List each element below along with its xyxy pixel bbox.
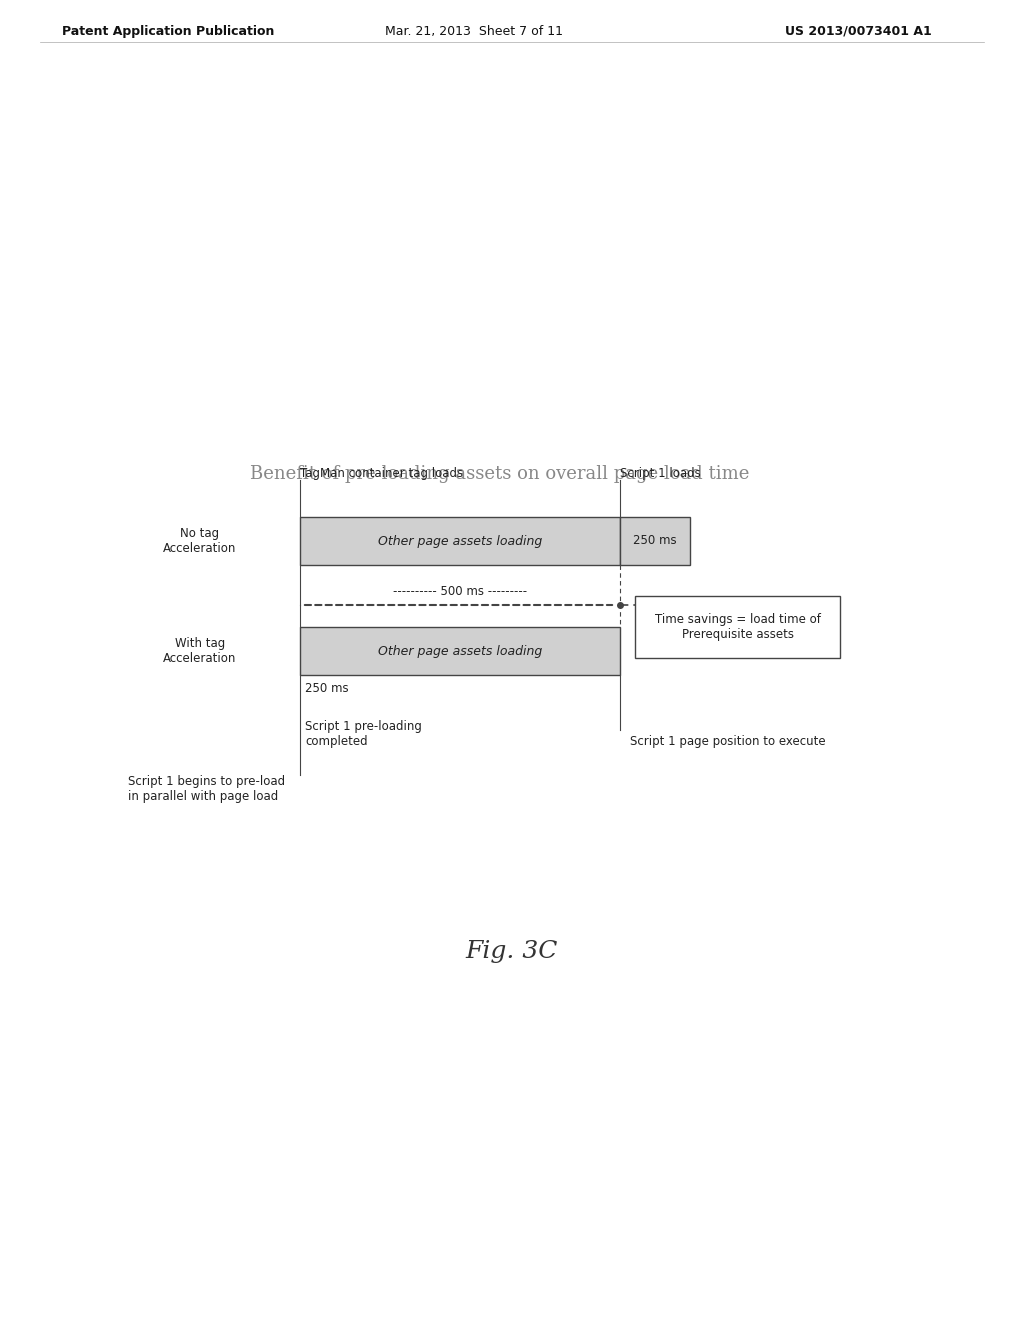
Text: 250 ms: 250 ms — [633, 535, 677, 548]
Text: Benefit of pre-loading assets on overall page load time: Benefit of pre-loading assets on overall… — [250, 465, 750, 483]
Text: No tag
Acceleration: No tag Acceleration — [163, 527, 237, 554]
Text: 250 ms: 250 ms — [305, 682, 348, 696]
Text: Mar. 21, 2013  Sheet 7 of 11: Mar. 21, 2013 Sheet 7 of 11 — [385, 25, 563, 38]
Text: ---------- 500 ms ---------: ---------- 500 ms --------- — [393, 585, 527, 598]
Text: TagMan container tag loads: TagMan container tag loads — [300, 467, 463, 480]
Bar — [300, 627, 620, 675]
Text: Time savings = load time of
Prerequisite assets: Time savings = load time of Prerequisite… — [654, 612, 820, 642]
Bar — [620, 517, 690, 565]
Text: Patent Application Publication: Patent Application Publication — [62, 25, 274, 38]
Text: Script 1 begins to pre-load
in parallel with page load: Script 1 begins to pre-load in parallel … — [128, 775, 285, 803]
Text: Other page assets loading: Other page assets loading — [378, 644, 542, 657]
Text: Script 1 page position to execute: Script 1 page position to execute — [630, 735, 825, 748]
Bar — [635, 597, 840, 657]
Text: Other page assets loading: Other page assets loading — [378, 535, 542, 548]
Text: Fig. 3C: Fig. 3C — [466, 940, 558, 964]
Text: With tag
Acceleration: With tag Acceleration — [163, 638, 237, 665]
Text: Script 1 pre-loading
completed: Script 1 pre-loading completed — [305, 719, 422, 748]
Text: US 2013/0073401 A1: US 2013/0073401 A1 — [785, 25, 932, 38]
Bar — [300, 517, 620, 565]
Text: Script 1 loads: Script 1 loads — [620, 467, 700, 480]
